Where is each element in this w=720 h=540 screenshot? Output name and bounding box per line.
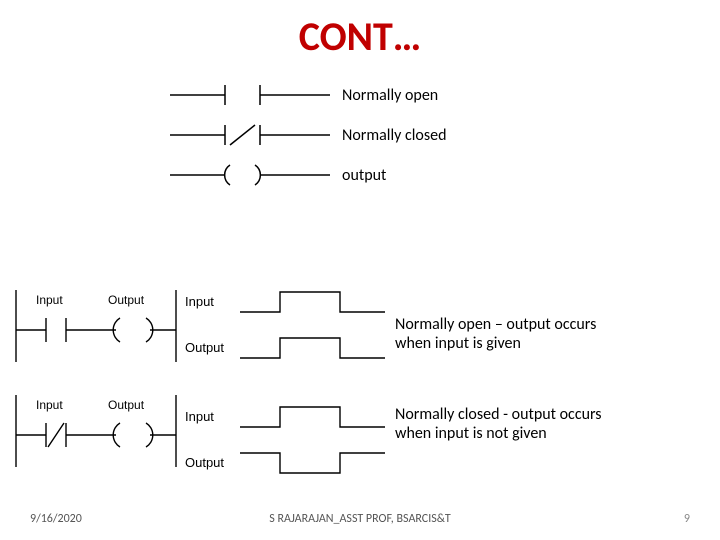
timing-nc-output-label: Output [185, 455, 224, 470]
timing-diagram-nc: Input Output [185, 395, 385, 496]
symbol-row-no: Normally open [170, 80, 438, 110]
ladder-nc-svg: Input Output [8, 395, 180, 467]
contact-no-icon [170, 80, 330, 110]
ladder-nc-output-label: Output [108, 398, 145, 412]
timing-no-svg: Input Output [185, 280, 385, 376]
caption-nc-line1: Normally closed - output occurs [395, 405, 602, 424]
timing-no-input-label: Input [185, 294, 214, 309]
caption-nc: Normally closed - output occurs when inp… [395, 405, 602, 443]
slide: CONT… Normally open Normally closed [0, 0, 720, 540]
caption-nc-line2: when input is not given [395, 424, 602, 443]
symbol-label-nc: Normally closed [342, 126, 447, 145]
contact-nc-icon [170, 120, 330, 150]
timing-nc-svg: Input Output [185, 395, 385, 491]
caption-no: Normally open – output occurs when input… [395, 315, 596, 353]
timing-nc-input-label: Input [185, 409, 214, 424]
timing-no-output-label: Output [185, 340, 224, 355]
symbol-row-coil: output [170, 160, 386, 190]
footer-page: 9 [684, 512, 690, 526]
symbol-label-coil: output [342, 166, 386, 185]
footer-author: S RAJARAJAN_ASST PROF, BSARCIS&T [0, 512, 720, 526]
ladder-no-svg: Input Output [8, 290, 180, 362]
ladder-rung-no: Input Output [8, 290, 180, 367]
symbol-row-nc: Normally closed [170, 120, 447, 150]
ladder-rung-nc: Input Output [8, 395, 180, 472]
caption-no-line2: when input is given [395, 334, 596, 353]
timing-diagram-no: Input Output [185, 280, 385, 381]
ladder-nc-input-label: Input [36, 398, 63, 412]
slide-title: CONT… [0, 12, 720, 61]
coil-icon [170, 160, 330, 190]
symbol-label-no: Normally open [342, 86, 438, 105]
ladder-no-output-label: Output [108, 293, 145, 307]
caption-no-line1: Normally open – output occurs [395, 315, 596, 334]
ladder-no-input-label: Input [36, 293, 63, 307]
